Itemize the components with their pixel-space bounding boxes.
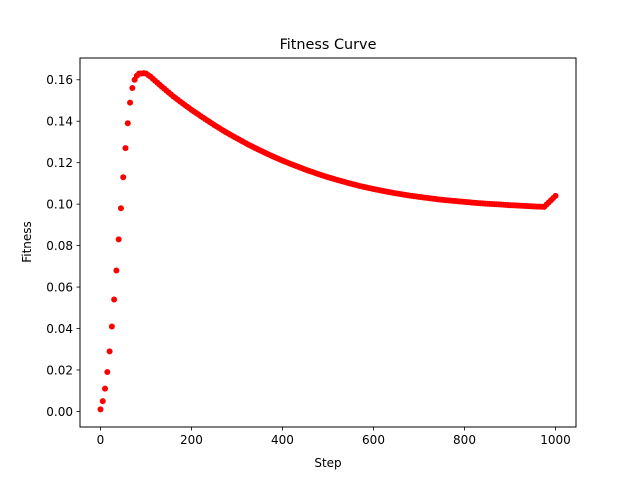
y-axis: 0.00 0.02 0.04 0.06 0.08 0.10 0.12 0.14 0.16 xyxy=(46,73,80,419)
data-point xyxy=(111,296,118,303)
y-tick-label: 0.10 xyxy=(46,197,73,211)
y-tick-label: 0.06 xyxy=(46,280,73,294)
x-tick-label: 400 xyxy=(271,433,294,447)
x-tick-label: 800 xyxy=(453,433,476,447)
data-point xyxy=(108,323,115,330)
y-tick-label: 0.02 xyxy=(46,363,73,377)
data-point xyxy=(104,369,111,376)
y-tick-label: 0.12 xyxy=(46,156,73,170)
y-tick-label: 0.08 xyxy=(46,239,73,253)
x-axis: 0 200 400 600 800 1000 xyxy=(97,427,571,447)
data-point xyxy=(117,205,124,212)
data-point xyxy=(99,398,106,405)
data-point xyxy=(552,192,559,199)
chart-title: Fitness Curve xyxy=(280,37,377,53)
y-tick-label: 0.04 xyxy=(46,322,73,336)
x-tick-label: 600 xyxy=(362,433,385,447)
data-point xyxy=(102,385,109,392)
data-point xyxy=(97,406,104,413)
data-point xyxy=(115,236,122,243)
data-point xyxy=(124,120,131,127)
data-point xyxy=(120,174,127,181)
plot-frame xyxy=(79,57,577,428)
y-tick-label: 0.16 xyxy=(46,73,73,87)
data-point xyxy=(106,348,113,355)
data-point xyxy=(113,267,120,274)
y-tick-label: 0.00 xyxy=(46,405,73,419)
x-tick-label: 1000 xyxy=(540,433,571,447)
y-tick-label: 0.14 xyxy=(46,115,73,129)
x-tick-label: 0 xyxy=(97,433,105,447)
data-point xyxy=(127,99,134,106)
y-axis-label: Fitness xyxy=(20,221,34,263)
data-points-layer xyxy=(97,70,559,413)
data-point xyxy=(129,85,136,92)
data-point xyxy=(122,145,129,152)
x-axis-label: Step xyxy=(314,456,341,470)
x-tick-label: 200 xyxy=(180,433,203,447)
